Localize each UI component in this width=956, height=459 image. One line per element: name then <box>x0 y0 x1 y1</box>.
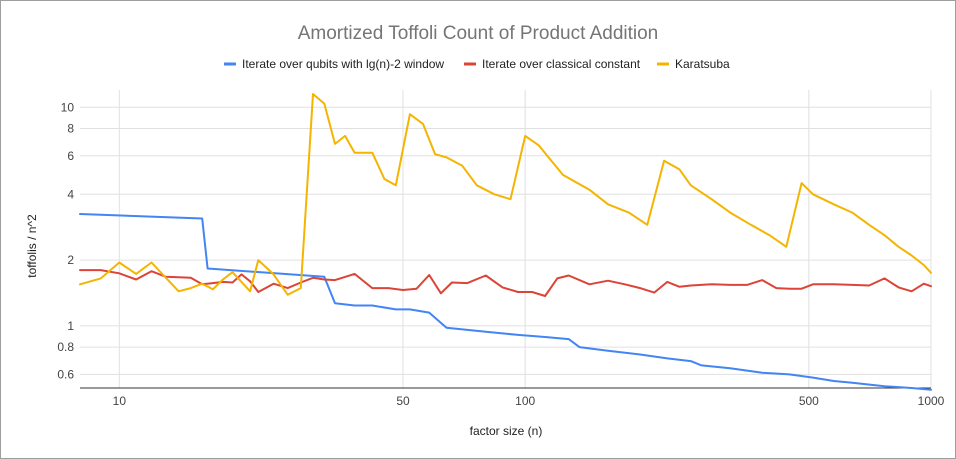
legend-item: Karatsuba <box>657 57 730 71</box>
legend-label: Iterate over classical constant <box>482 57 641 71</box>
x-tick-label: 1000 <box>918 394 945 408</box>
legend-label: Iterate over qubits with lg(n)-2 window <box>242 57 444 71</box>
y-tick-label: 1 <box>67 319 74 333</box>
y-tick-label: 8 <box>67 121 74 135</box>
y-tick-label: 4 <box>67 187 74 201</box>
x-axis-label: factor size (n) <box>470 424 543 438</box>
y-axis-label: toffolis / n^2 <box>25 214 39 278</box>
y-tick-label: 10 <box>61 100 75 114</box>
grid-lines <box>80 90 932 389</box>
series-line-1 <box>79 213 932 391</box>
legend: Iterate over qubits with lg(n)-2 window I… <box>224 57 730 71</box>
legend-item: Iterate over classical constant <box>464 57 641 71</box>
y-tick-label: 2 <box>67 253 74 267</box>
x-tick-label: 500 <box>799 394 819 408</box>
y-tick-label: 6 <box>67 149 74 163</box>
x-tick-label: 10 <box>113 394 127 408</box>
series-lines <box>79 93 932 391</box>
y-axis-ticks: 0.6 0.8 1 2 4 6 8 10 <box>57 100 74 381</box>
y-tick-label: 0.6 <box>57 367 74 381</box>
x-tick-label: 50 <box>396 394 410 408</box>
y-tick-label: 0.8 <box>57 340 74 354</box>
chart-title: Amortized Toffoli Count of Product Addit… <box>298 23 659 44</box>
legend-item: Iterate over qubits with lg(n)-2 window <box>224 57 444 71</box>
series-line-2 <box>79 269 932 297</box>
x-axis-ticks: 10 50 100 500 1000 <box>113 394 945 408</box>
series-line-3 <box>79 93 932 296</box>
legend-label: Karatsuba <box>675 57 730 71</box>
x-tick-label: 100 <box>515 394 535 408</box>
